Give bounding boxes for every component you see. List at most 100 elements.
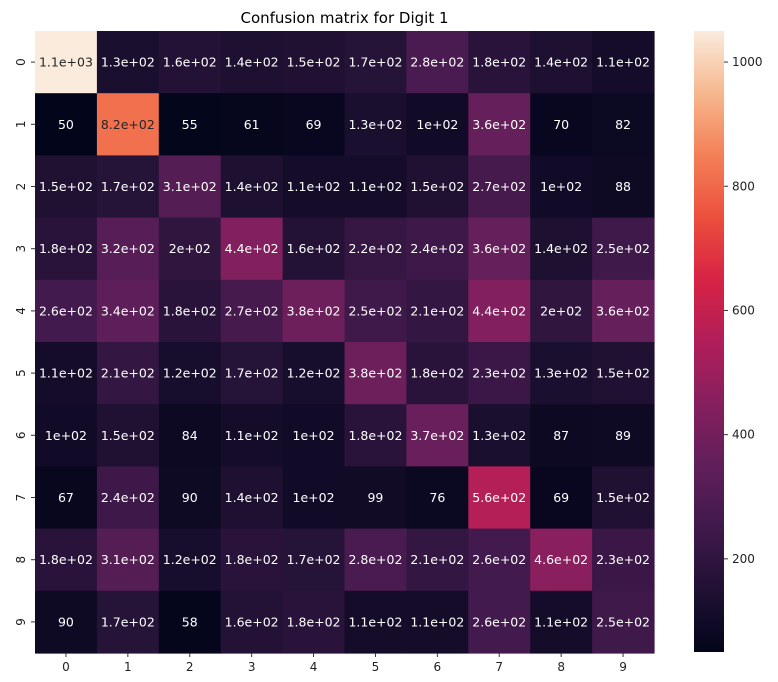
cell-value-label: 1.6e+02 xyxy=(163,55,217,70)
cell-value-label: 1.8e+02 xyxy=(39,552,93,567)
cell-value-label: 1.1e+02 xyxy=(348,179,402,194)
cell-value-label: 90 xyxy=(182,490,198,505)
cell-value-label: 1.6e+02 xyxy=(287,241,341,256)
cell-value-label: 1.7e+02 xyxy=(348,55,402,70)
heatmap-cell xyxy=(35,155,98,219)
heatmap-cell xyxy=(220,155,284,219)
cell-value-label: 1.8e+02 xyxy=(410,366,464,381)
heatmap-cell xyxy=(344,404,407,467)
x-tick-label: 7 xyxy=(495,660,503,674)
cell-value-label: 1.2e+02 xyxy=(287,366,341,381)
heatmap-cell xyxy=(96,404,160,467)
heatmap-cell xyxy=(406,31,469,94)
heatmap-cell xyxy=(592,93,655,156)
heatmap-cell xyxy=(220,466,284,530)
y-tick-label: 6 xyxy=(14,431,28,439)
cell-value-label: 3.4e+02 xyxy=(101,303,155,318)
cell-value-label: 1.4e+02 xyxy=(225,179,279,194)
heatmap-cell xyxy=(468,279,531,343)
heatmap-cell xyxy=(96,590,160,654)
heatmap-cell xyxy=(158,279,222,343)
cell-value-label: 1.7e+02 xyxy=(287,552,341,567)
heatmap-cell xyxy=(344,217,407,281)
cell-value-label: 2.3e+02 xyxy=(472,366,526,381)
heatmap-cell xyxy=(592,466,655,530)
x-tick-label: 6 xyxy=(434,660,442,674)
cell-value-label: 1.5e+02 xyxy=(410,179,464,194)
y-tick-label: 2 xyxy=(14,183,28,191)
cell-value-label: 1.5e+02 xyxy=(596,366,650,381)
heatmap-cell xyxy=(468,404,531,467)
heatmap-cell xyxy=(158,93,222,156)
heatmap-cell xyxy=(592,279,655,343)
heatmap-cell xyxy=(468,528,531,592)
x-tick-label: 5 xyxy=(372,660,380,674)
heatmap-cell xyxy=(220,404,284,467)
heatmap-cell xyxy=(158,342,222,405)
heatmap-cell xyxy=(406,155,469,219)
heatmap-cell xyxy=(530,590,593,654)
cell-value-label: 1e+02 xyxy=(45,428,87,443)
cell-value-label: 90 xyxy=(58,614,74,629)
heatmap-cell xyxy=(96,93,160,156)
colorbar-gradient xyxy=(694,31,724,652)
heatmap-cell xyxy=(220,217,284,281)
heatmap-cell xyxy=(344,93,407,156)
cell-value-label: 2.2e+02 xyxy=(348,241,402,256)
cell-value-label: 2.4e+02 xyxy=(101,490,155,505)
heatmap-cell xyxy=(96,466,160,530)
heatmap-cell xyxy=(96,31,160,94)
cell-value-label: 3.2e+02 xyxy=(101,241,155,256)
cell-value-label: 2e+02 xyxy=(169,241,211,256)
cell-value-label: 1.8e+02 xyxy=(39,241,93,256)
y-tick-label: 9 xyxy=(14,618,28,626)
x-tick-label: 9 xyxy=(619,660,627,674)
heatmap-cell xyxy=(530,342,593,405)
colorbar-tick-label: 600 xyxy=(732,303,755,317)
heatmap-cells: 1.1e+03 1.3e+02 1.6e+02 1.4e+02 1.5e+02 1.7e+… xyxy=(35,31,655,654)
heatmap-cell xyxy=(220,342,284,405)
heatmap-cell xyxy=(158,404,222,467)
cell-value-label: 1.2e+02 xyxy=(163,366,217,381)
y-tick-label: 4 xyxy=(14,307,28,315)
heatmap-cell xyxy=(158,217,222,281)
heatmap-cell xyxy=(282,590,346,654)
cell-value-label: 1.8e+02 xyxy=(348,428,402,443)
heatmap-cell xyxy=(530,404,593,467)
x-tick-label: 4 xyxy=(310,660,318,674)
cell-value-label: 1.1e+02 xyxy=(287,179,341,194)
cell-value-label: 1.3e+02 xyxy=(534,366,588,381)
heatmap-cell xyxy=(220,93,284,156)
heatmap-cell xyxy=(530,217,593,281)
heatmap-cell xyxy=(468,342,531,405)
cell-value-label: 84 xyxy=(182,428,198,443)
cell-value-label: 1.5e+02 xyxy=(287,55,341,70)
cell-value-label: 2.3e+02 xyxy=(596,552,650,567)
x-tick-label: 2 xyxy=(186,660,194,674)
colorbar: 200 400 600 800 1000 xyxy=(694,31,763,652)
cell-value-label: 2.8e+02 xyxy=(348,552,402,567)
heatmap-cell xyxy=(282,466,346,530)
cell-value-label: 69 xyxy=(306,117,322,132)
cell-value-label: 3.7e+02 xyxy=(410,428,464,443)
heatmap-cell xyxy=(220,590,284,654)
cell-value-label: 58 xyxy=(182,614,198,629)
heatmap-cell xyxy=(282,404,346,467)
cell-value-label: 70 xyxy=(553,117,569,132)
heatmap-cell xyxy=(592,528,655,592)
y-tick-label: 1 xyxy=(14,120,28,128)
heatmap-cell xyxy=(468,590,531,654)
heatmap-cell xyxy=(96,217,160,281)
cell-value-label: 1.2e+02 xyxy=(163,552,217,567)
x-axis: 0 1 2 3 4 5 6 7 8 9 xyxy=(62,653,627,674)
cell-value-label: 2.5e+02 xyxy=(348,303,402,318)
cell-value-label: 1.3e+02 xyxy=(101,55,155,70)
heatmap-cell xyxy=(35,590,98,654)
cell-value-label: 5.6e+02 xyxy=(472,490,526,505)
cell-value-label: 1.7e+02 xyxy=(101,179,155,194)
y-axis: 0 1 2 3 4 5 6 7 8 9 xyxy=(14,58,35,626)
cell-value-label: 3.8e+02 xyxy=(287,303,341,318)
x-tick-label: 8 xyxy=(557,660,565,674)
cell-value-label: 2.7e+02 xyxy=(472,179,526,194)
heatmap-cell xyxy=(96,155,160,219)
